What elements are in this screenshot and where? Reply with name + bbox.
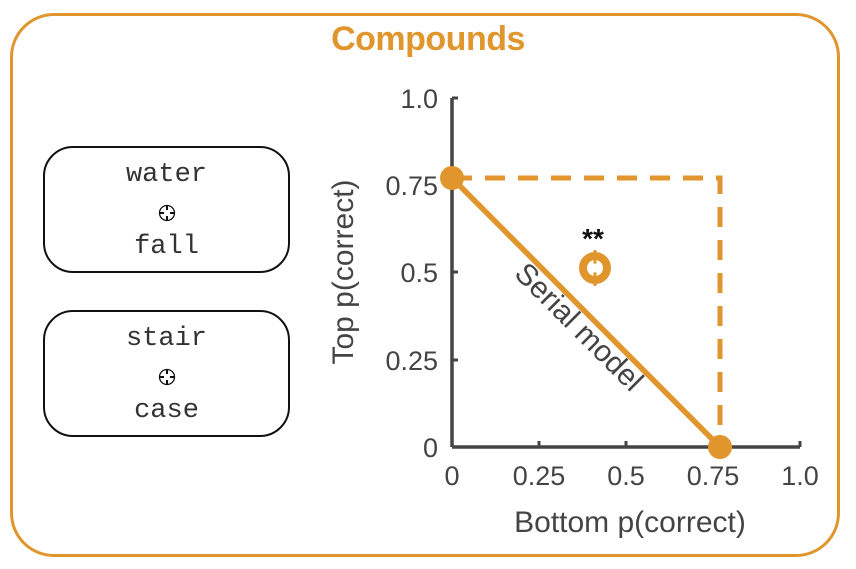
example-card-1: water fall [43, 146, 290, 273]
panel-title: Compounds [331, 20, 525, 58]
fixation-crosshair-icon [158, 368, 175, 386]
serial-model-label: Serial model [508, 257, 649, 398]
y-tick-label: 0.25 [385, 346, 438, 376]
panel-frame [10, 13, 840, 557]
example-card-2: stair case [43, 310, 290, 437]
fixation-crosshair-icon [158, 204, 175, 222]
example-bottom-word: fall [134, 232, 199, 262]
serial-model-endpoint-bottom [708, 435, 732, 459]
example-bottom-word: case [134, 396, 199, 426]
y-axis-label: Top p(correct) [327, 179, 360, 364]
y-tick-label: 0 [423, 433, 438, 463]
parallel-bound-dashed-line [452, 175, 723, 447]
y-tick-label: 0.5 [400, 258, 438, 288]
x-tick-label: 0.75 [687, 461, 740, 491]
serial-model-endpoint-top [440, 166, 464, 190]
x-tick-label: 0.25 [513, 461, 566, 491]
x-tick-label: 0 [444, 461, 459, 491]
x-axis-label: Bottom p(correct) [514, 506, 746, 539]
y-tick-label: 1.0 [400, 84, 438, 114]
example-top-word: water [125, 160, 207, 190]
example-top-word: stair [125, 324, 207, 354]
significance-marker: ** [582, 223, 604, 254]
serial-model-line [450, 176, 722, 449]
x-tick-label: 0.5 [607, 461, 645, 491]
x-tick-label: 1.0 [781, 461, 819, 491]
observed-data-point [579, 250, 611, 286]
y-tick-label: 0.75 [385, 171, 438, 201]
